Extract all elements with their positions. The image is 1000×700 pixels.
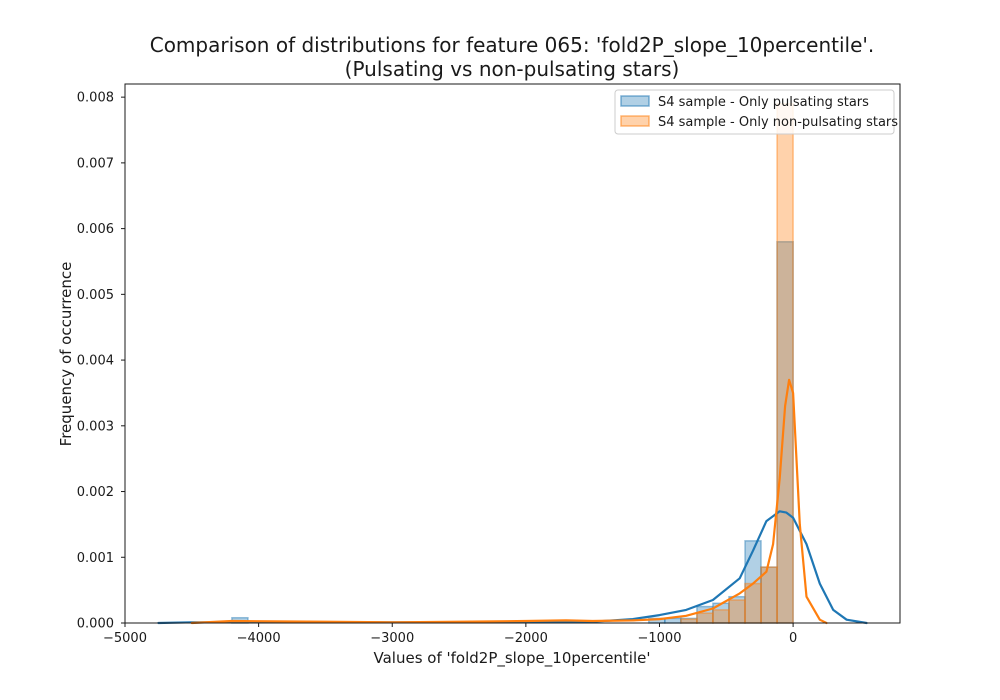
kde-curves	[157, 378, 868, 625]
y-axis-label: Frequency of occurrence	[57, 262, 75, 447]
legend-box	[614, 89, 895, 135]
y-axis-ticks: 0.000 0.001 0.002 0.003 0.004 0.005 0.006 0.007…	[77, 91, 125, 632]
y-tick-label: 0.003	[77, 419, 114, 434]
histogram-bar	[680, 618, 698, 624]
y-tick-label: 0.008	[77, 91, 114, 106]
histogram-bar	[744, 582, 762, 624]
legend-swatch-pulsating	[620, 95, 650, 107]
y-tick-label: 0.000	[77, 617, 114, 632]
chart-title-line2: (Pulsating vs non-pulsating stars)	[345, 57, 680, 81]
histogram-bar	[712, 609, 730, 624]
x-axis-label: Values of 'fold2P_slope_10percentile'	[374, 649, 651, 668]
y-tick-label: 0.004	[77, 354, 114, 369]
histogram-bar	[776, 102, 794, 624]
legend: S4 sample - Only pulsating stars S4 samp…	[614, 89, 898, 135]
kde-line-non-pulsating	[190, 378, 828, 625]
legend-swatch-non-pulsating	[620, 115, 650, 127]
y-tick-label: 0.006	[77, 222, 114, 237]
y-tick-label: 0.001	[77, 551, 114, 566]
y-tick-label: 0.005	[77, 288, 114, 303]
x-axis-ticks: −5000 −4000 −3000 −2000 −1000 0	[103, 623, 797, 646]
legend-label-non-pulsating: S4 sample - Only non-pulsating stars	[658, 115, 898, 130]
x-tick-label: −2000	[504, 631, 548, 646]
x-tick-label: 0	[789, 631, 797, 646]
x-tick-label: −3000	[370, 631, 414, 646]
x-tick-label: −1000	[637, 631, 681, 646]
plot-area-frame	[124, 83, 901, 624]
histogram-bar	[696, 612, 714, 624]
legend-label-pulsating: S4 sample - Only pulsating stars	[658, 95, 869, 110]
chart-title-line1: Comparison of distributions for feature …	[150, 33, 875, 57]
y-tick-label: 0.002	[77, 485, 114, 500]
x-tick-label: −5000	[103, 631, 147, 646]
y-tick-label: 0.007	[77, 156, 114, 171]
x-tick-label: −4000	[237, 631, 281, 646]
histogram-bar	[728, 599, 746, 624]
histogram-bars	[231, 102, 794, 624]
